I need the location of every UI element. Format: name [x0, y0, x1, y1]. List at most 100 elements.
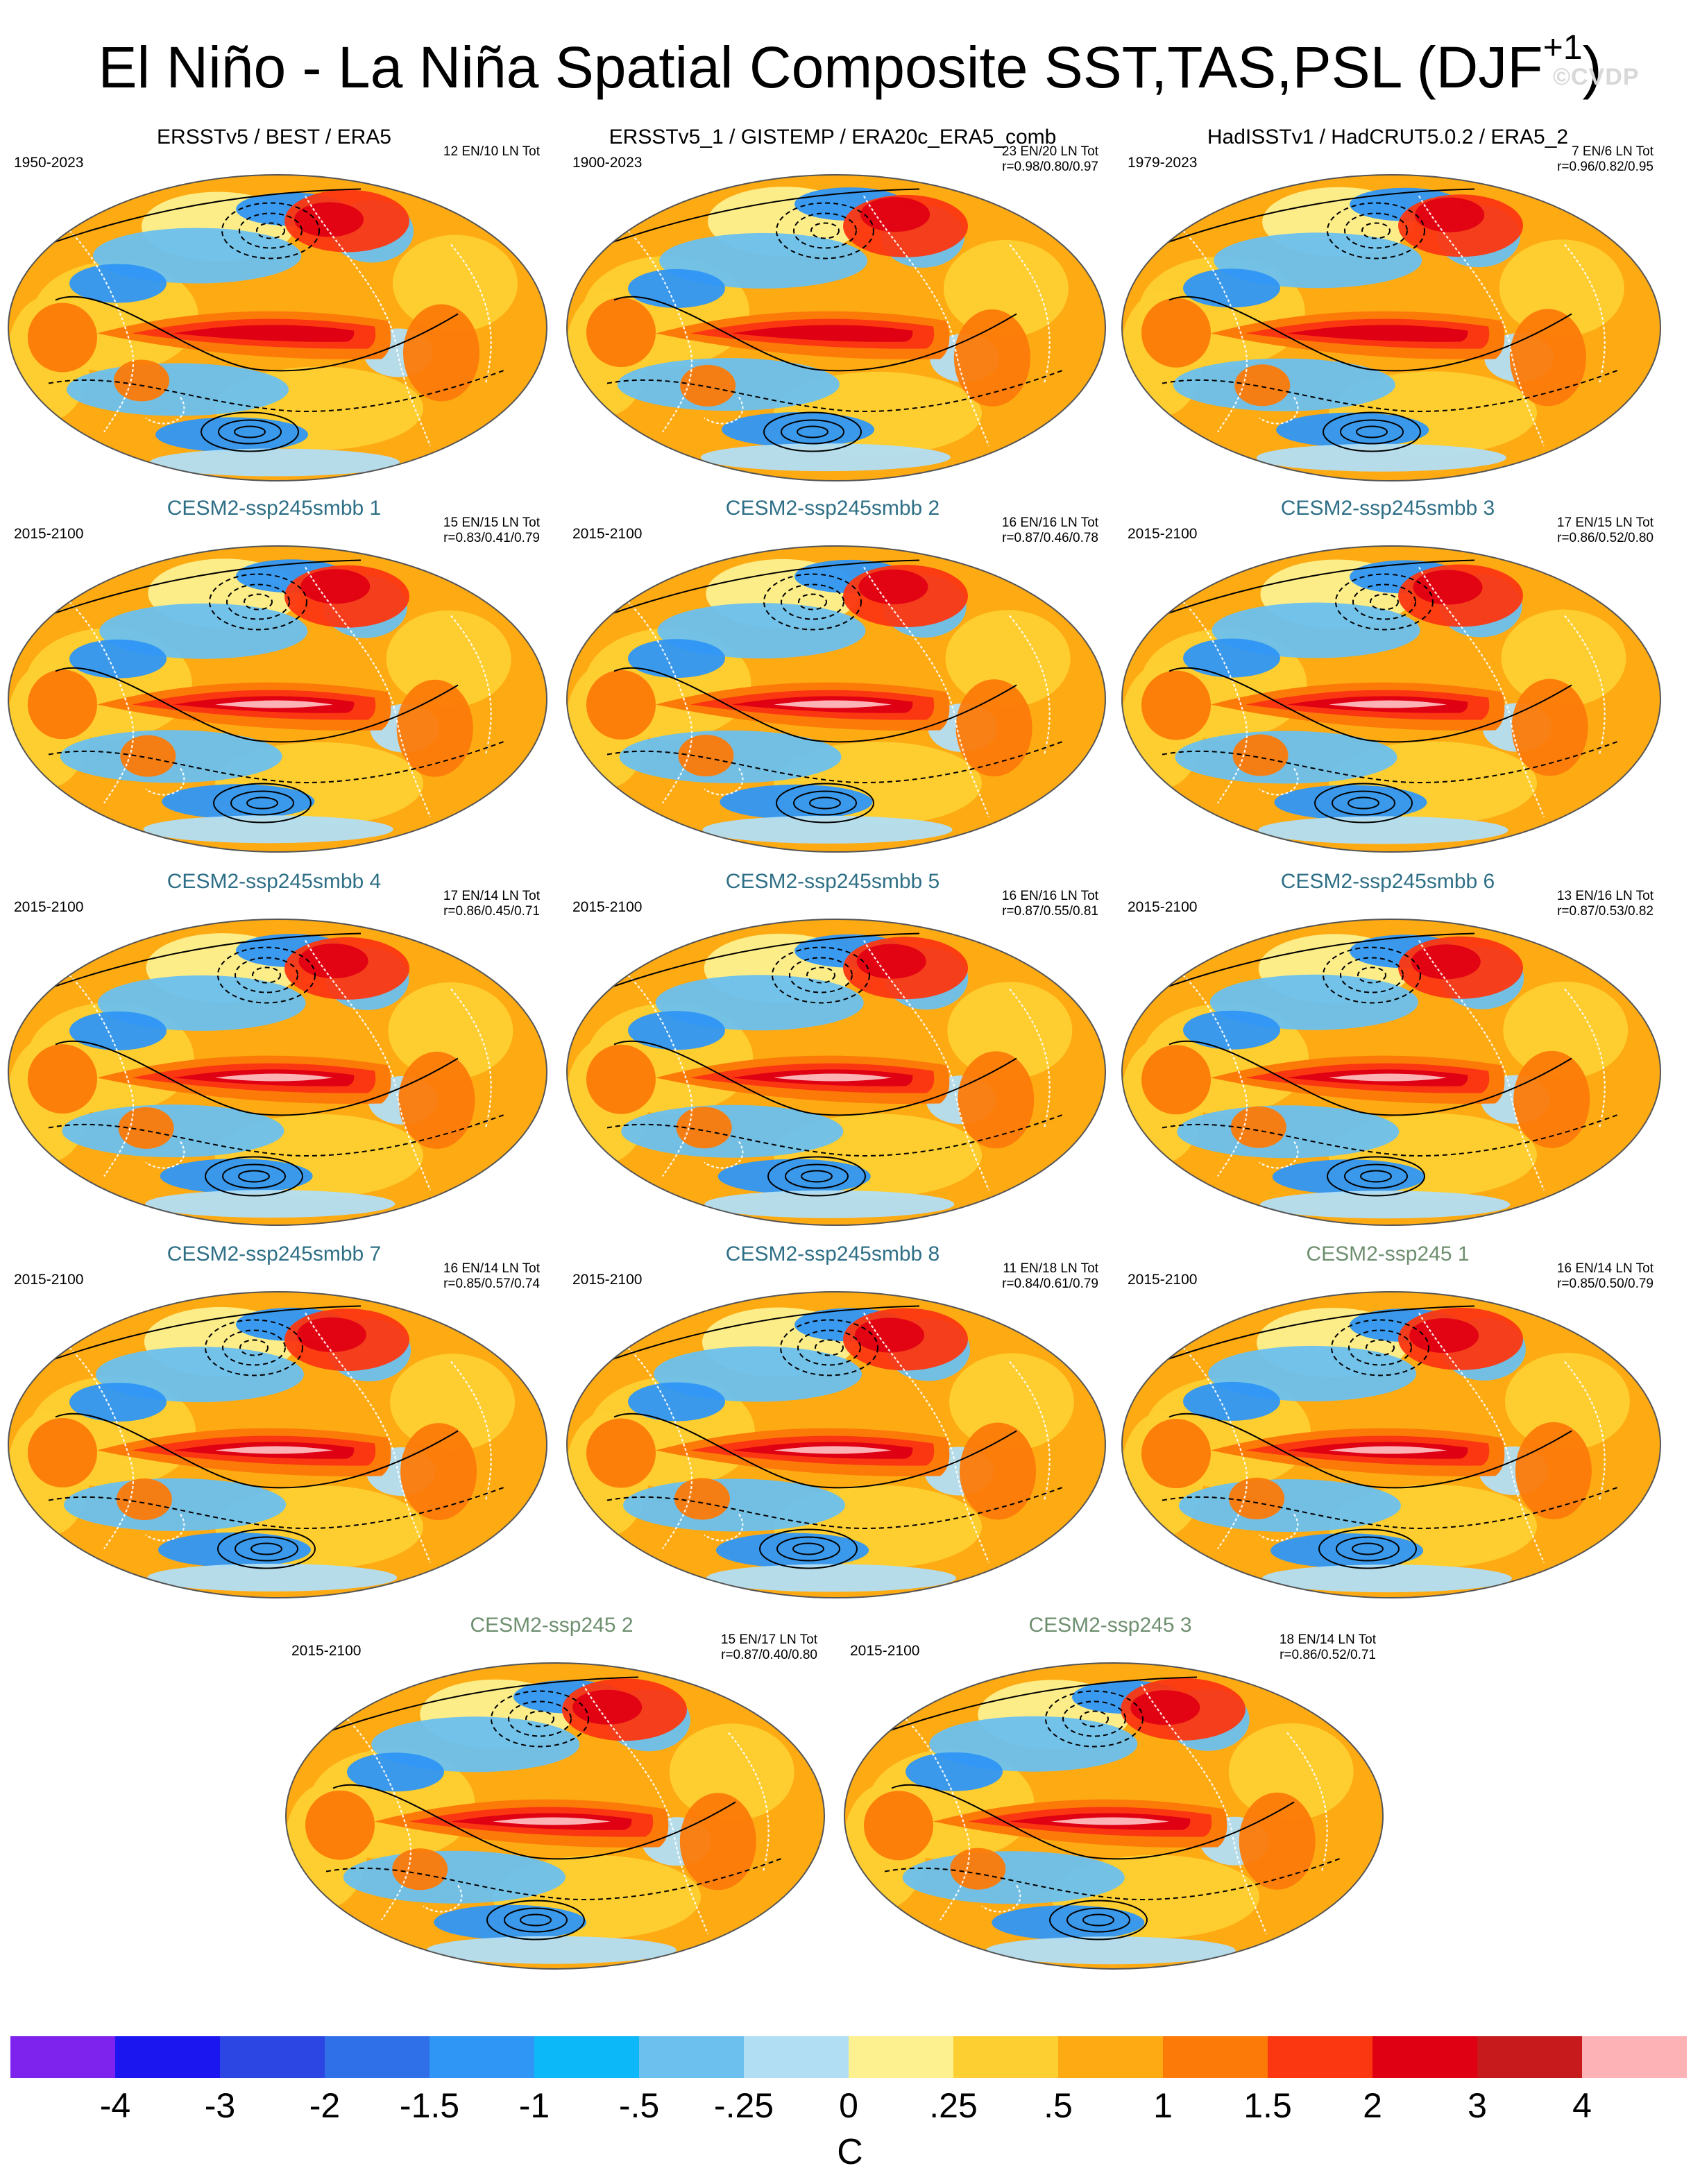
- colorbar-tick-label: 4: [1572, 2086, 1592, 2125]
- panel-period: 1950-2023: [14, 155, 84, 171]
- map-panel: CESM2-ssp245smbb 3 2015-2100 17 EN/15 LN T…: [1114, 496, 1662, 857]
- colorbar-tick-label: -3: [204, 2086, 236, 2125]
- colorbar-segment: [849, 2036, 953, 2078]
- panel-period: 1979-2023: [1128, 155, 1198, 171]
- colorbar-tick-label: -1: [518, 2086, 550, 2125]
- panel-pattern-correlation: r=0.86/0.52/0.71: [1280, 1648, 1376, 1662]
- colorbar-segment: [115, 2036, 220, 2078]
- composite-map: [285, 1662, 825, 1970]
- panel-pattern-correlation: r=0.85/0.50/0.79: [1557, 1277, 1654, 1291]
- panel-pattern-correlation: r=0.86/0.52/0.80: [1557, 531, 1654, 545]
- panel-event-count: 12 EN/10 LN Tot: [443, 144, 540, 159]
- map-panel: CESM2-ssp245smbb 4 2015-2100 17 EN/14 LN T…: [0, 869, 548, 1230]
- panel-period: 2015-2100: [1128, 1272, 1198, 1288]
- colorbar-tick-label: .5: [1044, 2086, 1073, 2125]
- panel-event-count: 17 EN/15 LN Tot: [1556, 515, 1654, 530]
- panel-pattern-correlation: r=0.87/0.40/0.80: [721, 1648, 817, 1662]
- colorbar-segment: [325, 2036, 430, 2078]
- panel-pattern-correlation: r=0.96/0.82/0.95: [1557, 160, 1654, 174]
- panel-event-count: 11 EN/18 LN Tot: [1003, 1261, 1098, 1276]
- composite-map: [1121, 1291, 1661, 1598]
- colorbar-tick-label: 1.5: [1243, 2086, 1292, 2125]
- composite-map: [566, 1291, 1106, 1598]
- panel-pattern-correlation: r=0.87/0.55/0.81: [1002, 904, 1098, 919]
- colorbar-segment: [220, 2036, 325, 2078]
- panel-stats: 15 EN/15 LN Tot r=0.83/0.41/0.79: [443, 515, 540, 546]
- panel-event-count: 16 EN/14 LN Tot: [443, 1261, 540, 1276]
- panel-title: CESM2-ssp245smbb 1: [167, 497, 382, 520]
- map-panel: CESM2-ssp245smbb 8 2015-2100 11 EN/18 LN T…: [559, 1242, 1107, 1603]
- composite-map: [566, 919, 1106, 1226]
- title-superscript: +1: [1542, 28, 1583, 67]
- panel-stats: 17 EN/14 LN Tot r=0.86/0.45/0.71: [443, 889, 540, 919]
- panel-period: 2015-2100: [1128, 526, 1198, 542]
- panel-stats: 11 EN/18 LN Tot r=0.84/0.61/0.79: [1002, 1261, 1098, 1292]
- colorbar-segment: [430, 2036, 534, 2078]
- colorbar-segment: [1058, 2036, 1163, 2078]
- composite-map: [1121, 545, 1661, 853]
- panel-period: 2015-2100: [14, 1272, 84, 1288]
- panel-stats: 17 EN/15 LN Tot r=0.86/0.52/0.80: [1557, 515, 1654, 546]
- panel-event-count: 15 EN/15 LN Tot: [443, 515, 540, 530]
- panel-event-count: 7 EN/6 LN Tot: [1572, 144, 1654, 159]
- colorbar-segment: [1268, 2036, 1372, 2078]
- map-panel: CESM2-ssp245 1 2015-2100 16 EN/14 LN Tot r=…: [1114, 1242, 1662, 1603]
- panel-stats: 16 EN/14 LN Tot r=0.85/0.50/0.79: [1557, 1261, 1654, 1292]
- panel-title: ERSSTv5_1 / GISTEMP / ERA20c_ERA5_comb: [609, 126, 1057, 148]
- colorbar-segment: [1477, 2036, 1582, 2078]
- panel-pattern-correlation: r=0.83/0.41/0.79: [443, 531, 540, 545]
- panel-stats: 16 EN/16 LN Tot r=0.87/0.46/0.78: [1002, 515, 1098, 546]
- panel-period: 2015-2100: [572, 526, 643, 542]
- colorbar-segment: [744, 2036, 849, 2078]
- cvdp-watermark: ©CVDP: [1553, 64, 1640, 90]
- panel-stats: 15 EN/17 LN Tot r=0.87/0.40/0.80: [721, 1632, 817, 1663]
- colorbar-tick-label: 1: [1153, 2086, 1173, 2125]
- map-panel: ERSSTv5_1 / GISTEMP / ERA20c_ERA5_comb 19…: [559, 125, 1107, 486]
- composite-map: [8, 174, 547, 481]
- panel-event-count: 16 EN/16 LN Tot: [1001, 889, 1098, 903]
- panel-title: CESM2-ssp245smbb 8: [725, 1243, 940, 1265]
- panel-period: 2015-2100: [1128, 899, 1198, 915]
- panel-stats: 18 EN/14 LN Tot r=0.86/0.52/0.71: [1280, 1632, 1376, 1663]
- map-panel: ERSSTv5 / BEST / ERA5 1950-2023 12 EN/10 L…: [0, 125, 548, 486]
- panel-stats: 16 EN/14 LN Tot r=0.85/0.57/0.74: [443, 1261, 540, 1292]
- panel-pattern-correlation: r=0.87/0.46/0.78: [1002, 531, 1098, 545]
- colorbar-tick-label: 3: [1468, 2086, 1487, 2125]
- panel-pattern-correlation: r=0.87/0.53/0.82: [1557, 904, 1654, 919]
- panel-stats: 12 EN/10 LN Tot: [443, 144, 540, 160]
- colorbar-tick-label: 2: [1363, 2086, 1382, 2125]
- composite-map: [844, 1662, 1384, 1970]
- map-panel: CESM2-ssp245 3 2015-2100 18 EN/14 LN Tot r=…: [836, 1613, 1384, 1974]
- colorbar-tick-label: -4: [99, 2086, 131, 2125]
- panel-period: 2015-2100: [850, 1643, 920, 1659]
- panel-period: 2015-2100: [14, 899, 84, 915]
- colorbar-segment: [10, 2036, 115, 2078]
- panel-title: CESM2-ssp245 3: [1028, 1614, 1192, 1637]
- colorbar-segment: [1163, 2036, 1268, 2078]
- colorbar-tick-label: -.5: [618, 2086, 660, 2125]
- composite-map: [8, 919, 547, 1226]
- composite-map: [1121, 174, 1661, 481]
- panel-period: 2015-2100: [572, 1272, 643, 1288]
- colorbar-segment: [639, 2036, 744, 2078]
- panel-period: 1900-2023: [572, 155, 643, 171]
- colorbar-segment: [1582, 2036, 1687, 2078]
- map-panel: CESM2-ssp245smbb 6 2015-2100 13 EN/16 LN T…: [1114, 869, 1662, 1230]
- panel-period: 2015-2100: [291, 1643, 362, 1659]
- panel-event-count: 17 EN/14 LN Tot: [443, 889, 540, 903]
- composite-map: [8, 1291, 547, 1598]
- panel-event-count: 13 EN/16 LN Tot: [1556, 889, 1654, 903]
- panel-title: CESM2-ssp245smbb 3: [1280, 497, 1495, 520]
- figure-title: El Niño - La Niña Spatial Composite SST,…: [98, 28, 1602, 100]
- panel-stats: 23 EN/20 LN Tot r=0.98/0.80/0.97: [1002, 144, 1098, 175]
- panel-event-count: 15 EN/17 LN Tot: [720, 1632, 817, 1647]
- panel-title: CESM2-ssp245smbb 5: [725, 870, 940, 893]
- colorbar-tick-label: 0: [839, 2086, 858, 2125]
- panel-title: CESM2-ssp245 2: [470, 1614, 634, 1637]
- panel-title: CESM2-ssp245smbb 2: [725, 497, 940, 520]
- panel-title: CESM2-ssp245smbb 4: [167, 870, 382, 893]
- panel-period: 2015-2100: [572, 899, 643, 915]
- panel-title: CESM2-ssp245smbb 6: [1280, 870, 1495, 893]
- composite-map: [8, 545, 547, 853]
- map-panel: CESM2-ssp245smbb 1 2015-2100 15 EN/15 LN T…: [0, 496, 548, 857]
